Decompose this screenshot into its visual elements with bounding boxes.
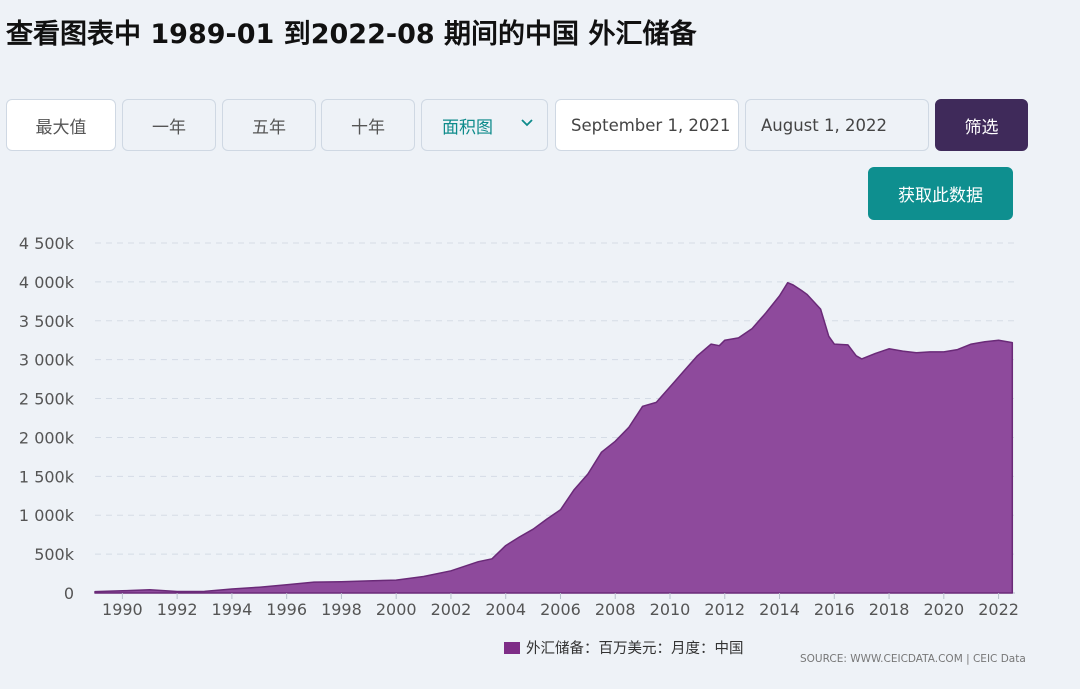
x-tick-label: 1990 bbox=[102, 600, 143, 619]
x-tick-label: 2002 bbox=[431, 600, 472, 619]
chevron-down-icon bbox=[521, 119, 533, 127]
y-tick-label: 4 000k bbox=[19, 273, 75, 292]
source-credit: SOURCE: WWW.CEICDATA.COM | CEIC Data bbox=[800, 653, 1026, 665]
five-year-button[interactable]: 五年 bbox=[222, 99, 316, 151]
y-tick-label: 1 000k bbox=[19, 506, 75, 525]
x-tick-label: 2000 bbox=[376, 600, 417, 619]
y-tick-label: 0 bbox=[64, 584, 74, 603]
y-tick-label: 3 000k bbox=[19, 351, 75, 370]
x-tick-label: 1998 bbox=[321, 600, 362, 619]
end-date-input[interactable]: August 1, 2022 bbox=[745, 99, 929, 151]
x-tick-label: 1994 bbox=[212, 600, 253, 619]
x-tick-label: 2012 bbox=[704, 600, 745, 619]
x-tick-label: 2022 bbox=[978, 600, 1019, 619]
y-tick-label: 3 500k bbox=[19, 312, 75, 331]
series-area-path bbox=[94, 281, 1014, 594]
max-range-button[interactable]: 最大值 bbox=[6, 99, 116, 151]
x-tick-label: 2006 bbox=[540, 600, 581, 619]
x-tick-label: 2008 bbox=[595, 600, 636, 619]
x-axis: 1990 1992 1994 1996 1998 2000 2002 2004 2006 2008… bbox=[102, 593, 1019, 619]
x-tick-label: 1992 bbox=[157, 600, 198, 619]
y-axis: 0 500k 1 000k 1 500k 2 000k 2 500k 3 000k 3 500… bbox=[19, 234, 75, 603]
y-tick-label: 2 000k bbox=[19, 428, 75, 447]
legend-label: 外汇储备：百万美元：月度：中国 bbox=[526, 641, 744, 657]
get-data-button[interactable]: 获取此数据 bbox=[868, 167, 1013, 220]
filter-button[interactable]: 筛选 bbox=[935, 99, 1028, 151]
legend[interactable]: 外汇储备：百万美元：月度：中国 bbox=[504, 637, 744, 658]
chart-type-value: 面积图 bbox=[442, 117, 493, 138]
chart-type-select[interactable]: 面积图 bbox=[421, 99, 548, 151]
start-date-input[interactable]: September 1, 2021 bbox=[555, 99, 739, 151]
series-area bbox=[94, 281, 1014, 594]
ten-year-button[interactable]: 十年 bbox=[321, 99, 415, 151]
x-tick-label: 2020 bbox=[923, 600, 964, 619]
page-title: 查看图表中 1989-01 到2022-08 期间的中国 外汇储备 bbox=[6, 19, 697, 50]
y-tick-label: 2 500k bbox=[19, 390, 75, 409]
y-tick-label: 500k bbox=[34, 545, 75, 564]
x-tick-label: 2018 bbox=[869, 600, 910, 619]
y-tick-label: 1 500k bbox=[19, 467, 75, 486]
x-tick-label: 2014 bbox=[759, 600, 800, 619]
x-tick-label: 2004 bbox=[485, 600, 526, 619]
x-tick-label: 2016 bbox=[814, 600, 855, 619]
x-tick-label: 2010 bbox=[650, 600, 691, 619]
x-tick-label: 1996 bbox=[266, 600, 307, 619]
legend-swatch bbox=[504, 641, 520, 654]
one-year-button[interactable]: 一年 bbox=[122, 99, 216, 151]
area-chart: 0 500k 1 000k 1 500k 2 000k 2 500k 3 000k 3 500… bbox=[19, 234, 1019, 619]
y-tick-label: 4 500k bbox=[19, 234, 75, 253]
